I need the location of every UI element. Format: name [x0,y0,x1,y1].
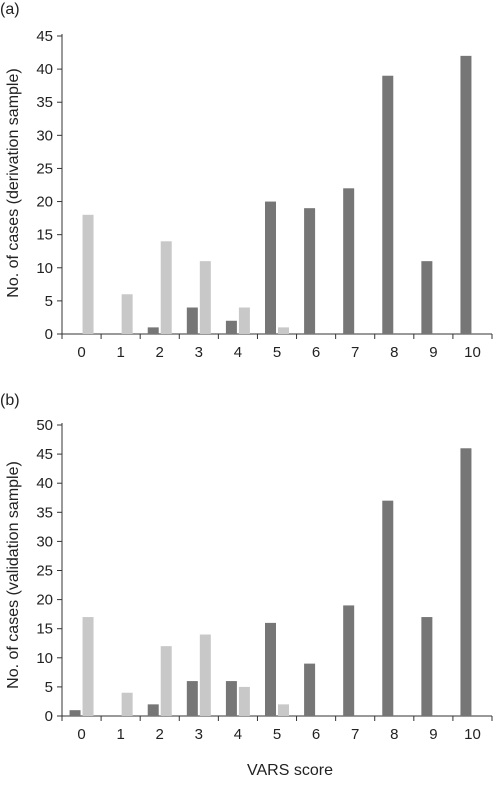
bar [82,617,94,716]
y-tick-label: 15 [36,227,53,244]
bar [460,55,472,334]
bar [278,704,289,716]
x-tick-label: 8 [390,726,398,743]
bar [82,214,94,334]
y-tick-label: 5 [45,679,53,696]
bar [186,681,198,716]
x-tick-label: 1 [116,344,124,361]
y-tick-label: 40 [36,61,53,78]
bar [265,622,276,716]
y-tick-label: 15 [36,621,53,638]
y-tick-label: 5 [45,293,53,310]
x-tick-label: 6 [312,726,320,743]
bar [421,617,433,716]
y-tick-label: 50 [36,417,53,434]
bar [199,634,211,716]
bar [147,327,159,334]
y-tick-label: 30 [36,127,53,144]
bar [225,681,237,716]
x-tick-label: 10 [464,726,481,743]
x-tick-label: 2 [156,344,164,361]
y-tick-label: 35 [36,504,53,521]
bar [382,75,394,334]
x-tick-label: 4 [234,726,242,743]
bar [160,646,172,716]
bar [460,448,472,716]
y-tick-label: 35 [36,94,53,111]
x-tick-label: 6 [312,344,320,361]
bar [304,663,316,716]
bar [278,327,289,334]
bar [238,686,250,716]
x-tick-label: 7 [351,726,359,743]
bar [343,188,355,334]
x-tick-label: 0 [77,726,85,743]
bar [121,294,133,334]
y-tick-label: 25 [36,160,53,177]
x-tick-label: 2 [156,726,164,743]
x-tick-label: 3 [195,726,203,743]
bar [382,500,394,716]
panel-b-label: (b) [0,392,20,409]
bar [147,704,159,716]
y-tick-label: 10 [36,260,53,277]
y-tick-label: 20 [36,592,53,609]
y-tick-label: 45 [36,446,53,463]
y-tick-label: 30 [36,533,53,550]
bar [421,261,433,334]
y-tick-label: 25 [36,563,53,580]
x-tick-label: 5 [273,344,281,361]
panel-b-ylabel: No. of cases (validation sample) [5,461,22,689]
bar [69,710,81,716]
x-tick-label: 9 [429,344,437,361]
bar [265,201,276,334]
x-tick-label: 5 [273,726,281,743]
bar [343,605,355,716]
bar [186,307,198,334]
x-tick-label: 7 [351,344,359,361]
bar [160,241,172,334]
x-tick-label: 8 [390,344,398,361]
y-tick-label: 20 [36,194,53,211]
bar [304,208,316,334]
x-tick-label: 1 [116,726,124,743]
x-tick-label: 0 [77,344,85,361]
x-axis-label: VARS score [247,762,333,779]
y-tick-label: 40 [36,475,53,492]
x-tick-label: 4 [234,344,242,361]
panel-a-ylabel: No. of cases (derivation sample) [5,68,22,297]
x-tick-label: 9 [429,726,437,743]
y-tick-label: 0 [45,708,53,725]
x-tick-label: 10 [464,344,481,361]
bar [225,320,237,334]
bar [199,261,211,334]
bar [121,692,133,716]
y-tick-label: 10 [36,650,53,667]
y-tick-label: 0 [45,326,53,343]
y-tick-label: 45 [36,28,53,45]
bar [238,307,250,334]
x-tick-label: 3 [195,344,203,361]
panel-a-label: (a) [0,1,20,18]
